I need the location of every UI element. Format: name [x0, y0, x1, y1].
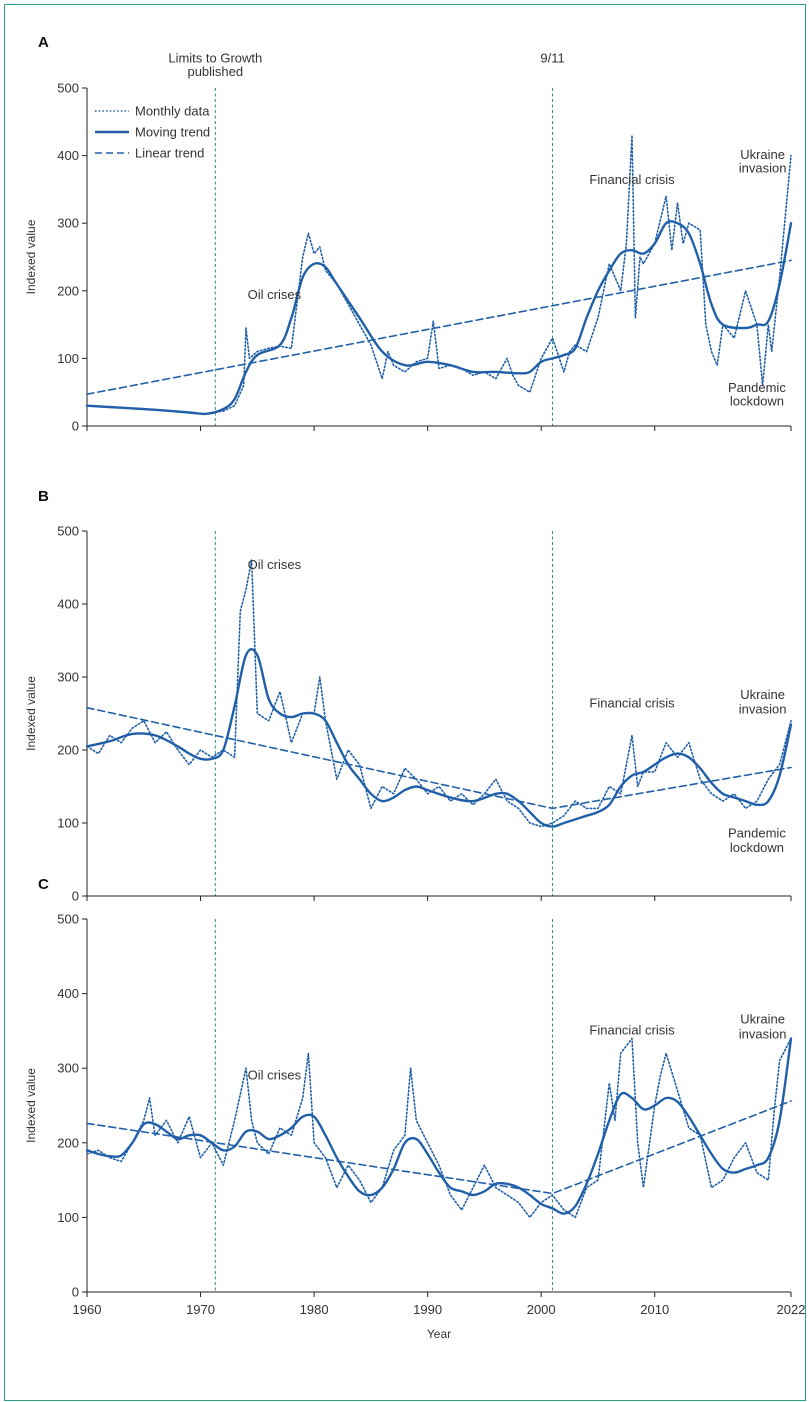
y-tick-label: 300 — [57, 1061, 79, 1076]
annotation-label: Financial crisis — [589, 1023, 675, 1038]
series-solid-line — [85, 220, 793, 416]
x-tick-label: 1960 — [73, 1302, 102, 1317]
y-tick-label: 100 — [57, 816, 79, 831]
x-axis-title: Year — [427, 1327, 451, 1341]
series-dotted-line — [86, 1037, 792, 1219]
annotation-label: Oil crises — [248, 1067, 302, 1082]
x-tick-label: 1980 — [300, 1302, 329, 1317]
series-dashed-line — [86, 1100, 792, 1195]
annotation-label: Financial crisis — [589, 172, 675, 187]
y-tick-label: 400 — [57, 986, 79, 1001]
y-tick-label: 200 — [57, 743, 79, 758]
annotation-label: Limits to Growth — [168, 50, 262, 65]
legend-label: Monthly data — [135, 104, 210, 119]
series-dotted-line — [86, 559, 792, 828]
legend: Monthly data Moving trend Linear trend — [95, 104, 210, 161]
chart-figure: A 0 100 200 300 400 500 Indexed value Limits to … — [24, 34, 805, 1341]
y-tick-label: 300 — [57, 670, 79, 685]
y-tick-label: 100 — [57, 1210, 79, 1225]
y-axis-title: Indexed value — [24, 676, 38, 751]
y-axis-title: Indexed value — [24, 1068, 38, 1143]
annotation-label: Pandemic — [728, 826, 786, 841]
x-tick-label: 2022 — [777, 1302, 805, 1317]
annotation-label: Ukraine — [740, 687, 785, 702]
annotation-label: invasion — [739, 161, 787, 176]
y-tick-label: 300 — [57, 216, 79, 231]
chart-panel-b: B 0 100 200 300 400 500 Indexed value Oil crises… — [24, 488, 793, 904]
annotation-label: Oil crises — [248, 287, 302, 302]
series-solid-line — [85, 1037, 793, 1215]
annotation-label: published — [187, 64, 243, 79]
panel-letter: B — [38, 488, 49, 505]
annotation-label: invasion — [739, 1026, 787, 1041]
annotation-label: lockdown — [730, 840, 784, 855]
y-tick-label: 500 — [57, 912, 79, 927]
y-tick-label: 200 — [57, 283, 79, 298]
series-dashed-line — [86, 259, 792, 395]
annotation-label: Oil crises — [248, 557, 302, 572]
x-tick-label: 2010 — [640, 1302, 669, 1317]
annotation-label: Ukraine — [740, 1011, 785, 1026]
y-tick-label: 0 — [72, 1285, 79, 1300]
y-tick-label: 100 — [57, 351, 79, 366]
x-tick-label: 1990 — [413, 1302, 442, 1317]
panel-letter: A — [38, 34, 49, 51]
series-dotted-line — [211, 134, 792, 414]
y-axis-title: Indexed value — [24, 219, 38, 294]
chart-panel-a: A 0 100 200 300 400 500 Indexed value Limits to … — [24, 34, 793, 434]
y-tick-label: 400 — [57, 597, 79, 612]
legend-label: Moving trend — [135, 125, 210, 140]
annotation-label: lockdown — [730, 394, 784, 409]
annotation-label: invasion — [739, 702, 787, 717]
x-tick-label: 1970 — [186, 1302, 215, 1317]
y-tick-label: 500 — [57, 81, 79, 96]
annotation-label: Financial crisis — [589, 696, 675, 711]
y-tick-label: 400 — [57, 148, 79, 163]
y-tick-label: 0 — [72, 419, 79, 434]
annotation-label: Ukraine — [740, 147, 785, 162]
annotation-label: Pandemic — [728, 380, 786, 395]
series-solid-line — [85, 647, 793, 828]
y-tick-label: 500 — [57, 524, 79, 539]
figure-frame: A 0 100 200 300 400 500 Indexed value Limits to … — [4, 4, 806, 1401]
panel-letter: C — [38, 876, 49, 893]
y-tick-label: 0 — [72, 889, 79, 904]
x-tick-label: 2000 — [527, 1302, 556, 1317]
series-dashed-line — [86, 706, 792, 810]
annotation-label: 9/11 — [540, 50, 564, 65]
y-tick-label: 200 — [57, 1135, 79, 1150]
legend-label: Linear trend — [135, 146, 204, 161]
chart-panel-c: C 0 100 200 300 400 500 1960 1970 1980 1990 2000 201… — [24, 876, 805, 1317]
